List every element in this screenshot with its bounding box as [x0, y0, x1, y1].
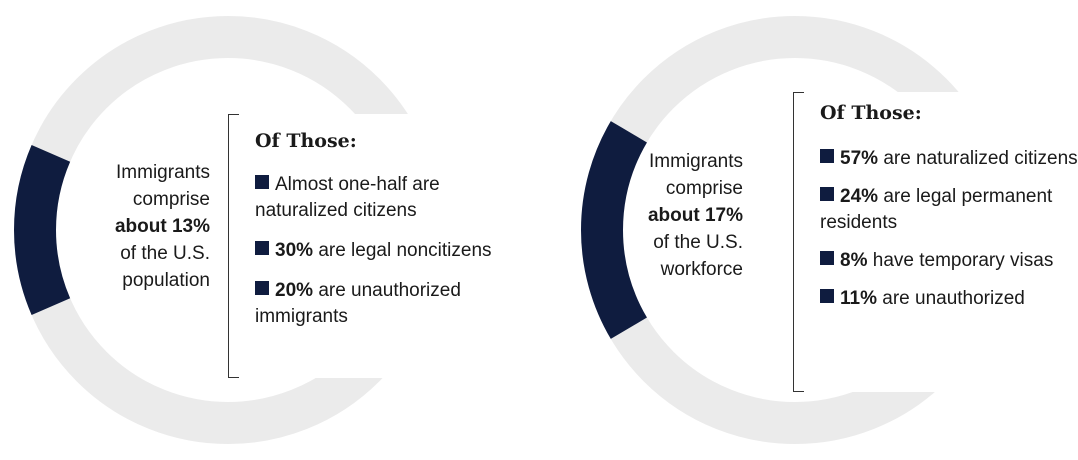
breakdown-percent: 24%: [840, 186, 879, 207]
breakdown-text: Almost one-half are naturalized citizens: [255, 174, 440, 221]
breakdown-item: 30% are legal noncitizens: [255, 238, 528, 264]
population-panel: Immigrants comprise about 13% of the U.S…: [14, 16, 528, 444]
breakdown-title: Of Those:: [820, 102, 922, 124]
center-text-percent: about 17%: [647, 205, 743, 226]
breakdown-text: have temporary visas: [872, 250, 1054, 271]
center-text-tail: of the U.S. population: [120, 243, 210, 291]
breakdown-box: Of Those: Almost one-half are naturalize…: [228, 114, 528, 378]
breakdown-percent: 8%: [840, 250, 868, 271]
donut-slice-immigrants: [14, 145, 71, 315]
bracket-line: [228, 114, 239, 378]
donut-center-text: Immigrants comprise about 17% of the U.S…: [593, 148, 743, 283]
breakdown-item: 11% are unauthorized: [820, 286, 1078, 312]
square-bullet-icon: [820, 149, 834, 163]
breakdown-item: 20% are unauthorized immigrants: [255, 278, 528, 330]
breakdown-text: are legal permanent residents: [820, 186, 1053, 233]
breakdown-percent: 30%: [275, 240, 314, 261]
breakdown-item: 24% are legal permanent residents: [820, 184, 1078, 236]
breakdown-text: are unauthorized immigrants: [255, 280, 461, 327]
breakdown-text: are legal noncitizens: [318, 240, 492, 261]
square-bullet-icon: [255, 281, 269, 295]
breakdown-percent: 20%: [275, 280, 314, 301]
breakdown-text: are unauthorized: [882, 288, 1025, 309]
breakdown-box: Of Those: 57% are naturalized citizens 2…: [793, 92, 1078, 392]
breakdown-item: Almost one-half are naturalized citizens: [255, 172, 528, 224]
bracket-line: [793, 92, 804, 392]
square-bullet-icon: [820, 251, 834, 265]
center-text-lead: Immigrants comprise: [116, 162, 210, 210]
breakdown-list: Almost one-half are naturalized citizens…: [255, 172, 528, 344]
breakdown-item: 57% are naturalized citizens: [820, 146, 1078, 172]
breakdown-percent: 57%: [840, 148, 879, 169]
square-bullet-icon: [255, 241, 269, 255]
breakdown-title: Of Those:: [255, 130, 357, 152]
workforce-panel: Immigrants comprise about 17% of the U.S…: [539, 0, 1078, 460]
donut-center-text: Immigrants comprise about 13% of the U.S…: [60, 159, 210, 294]
square-bullet-icon: [255, 175, 269, 189]
breakdown-item: 8% have temporary visas: [820, 248, 1078, 274]
center-text-percent: about 13%: [114, 216, 210, 237]
center-text-lead: Immigrants comprise: [649, 151, 743, 199]
breakdown-text: are naturalized citizens: [883, 148, 1078, 169]
breakdown-list: 57% are naturalized citizens 24% are leg…: [820, 146, 1078, 324]
center-text-tail: of the U.S. workforce: [653, 232, 743, 280]
square-bullet-icon: [820, 289, 834, 303]
donut-slice-immigrants: [581, 121, 648, 339]
square-bullet-icon: [820, 187, 834, 201]
breakdown-percent: 11%: [840, 288, 877, 309]
